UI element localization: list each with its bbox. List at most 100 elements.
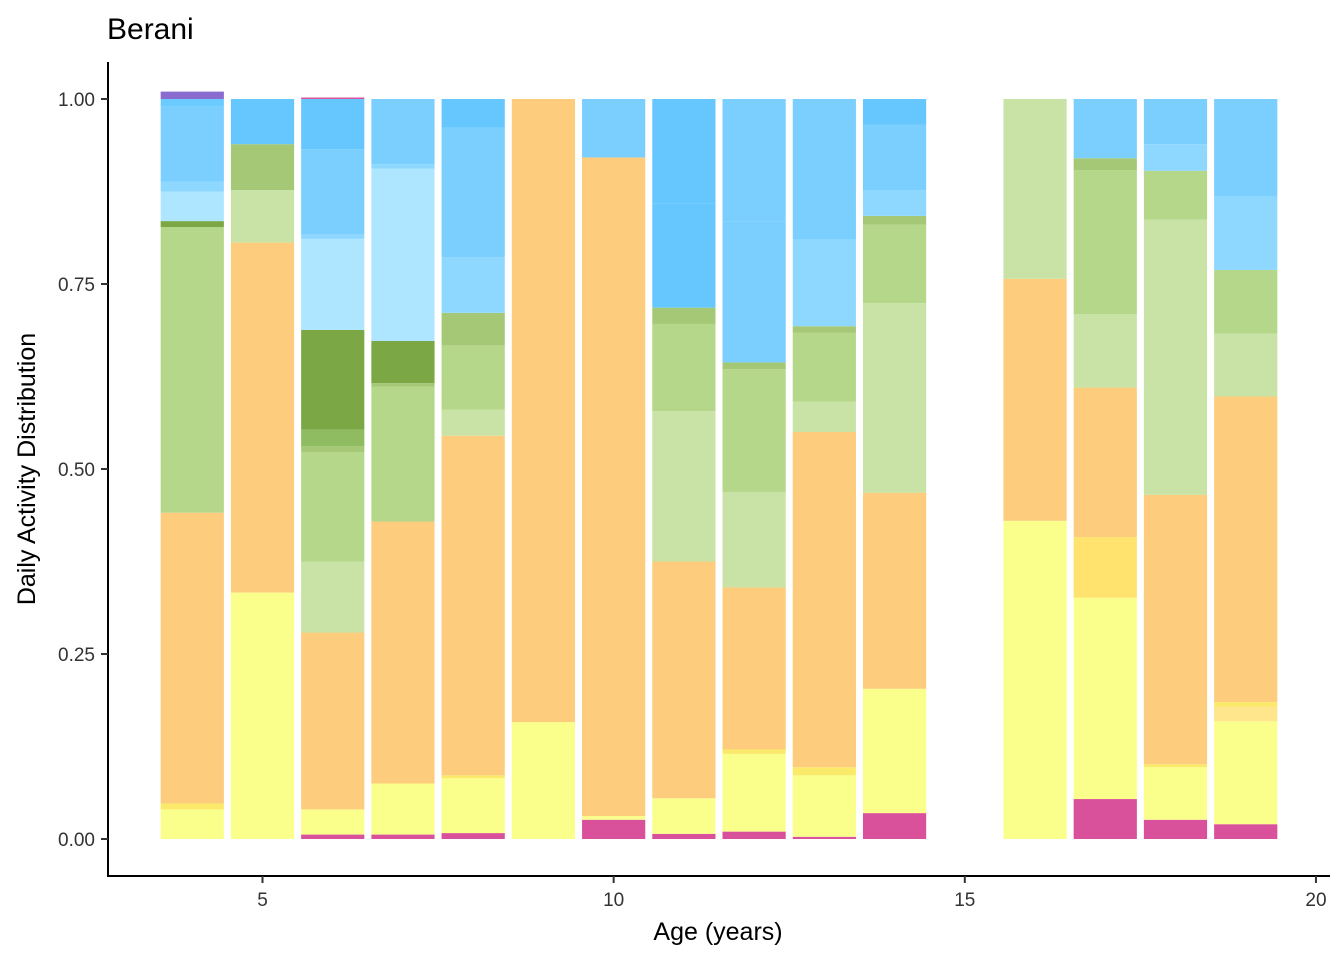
bar-segment — [511, 99, 576, 723]
bar-segment — [160, 191, 224, 222]
bar-segment — [160, 106, 224, 182]
x-ticks-layer: 5 10 15 20 — [257, 876, 1327, 911]
bar-segment — [862, 224, 927, 304]
bar-segment — [652, 99, 716, 204]
bar-segment — [792, 767, 856, 776]
bar-segment — [301, 451, 365, 562]
bar-segment — [862, 492, 927, 689]
bar-segment — [722, 491, 786, 588]
bar-segment — [1214, 333, 1278, 397]
bar-segment — [371, 383, 435, 387]
bar-segment — [1073, 799, 1137, 839]
bar-segment — [511, 722, 576, 839]
bar-segment — [371, 834, 435, 839]
bar-segment — [301, 446, 365, 452]
bar-segment — [652, 323, 716, 412]
bar-segment — [652, 203, 716, 308]
bar-segment — [722, 99, 786, 222]
bar-segment — [371, 386, 435, 522]
bar-segment — [722, 749, 786, 754]
bar-segment — [371, 521, 435, 784]
bar-age-18 — [1143, 99, 1208, 839]
bar-segment — [1073, 158, 1137, 171]
bar-segment — [301, 809, 365, 835]
bar-segment — [1073, 99, 1137, 159]
bar-segment — [792, 836, 856, 839]
bar-segment — [1143, 99, 1208, 145]
bar-segment — [371, 164, 435, 169]
bar-age-4 — [160, 91, 224, 839]
bar-segment — [230, 242, 295, 593]
bar-segment — [652, 561, 716, 799]
bar-segment — [1143, 219, 1208, 495]
x-tick-label: 5 — [257, 890, 268, 911]
bar-age-10 — [582, 99, 646, 839]
bar-segment — [230, 144, 295, 191]
bar-segment — [160, 221, 224, 228]
bar-segment — [722, 362, 786, 370]
bar-segment — [301, 429, 365, 447]
bar-segment — [722, 221, 786, 363]
x-tick-label: 20 — [1305, 890, 1326, 911]
bar-segment — [301, 238, 365, 330]
bar-segment — [1143, 494, 1208, 765]
bar-segment — [301, 234, 365, 239]
bar-segment — [722, 753, 786, 832]
bar-segment — [160, 181, 224, 192]
bar-segment — [652, 798, 716, 834]
y-tick-label: 0.75 — [58, 275, 95, 296]
bar-age-17 — [1073, 99, 1137, 839]
bar-segment — [371, 168, 435, 341]
bar-age-14 — [862, 99, 927, 839]
bar-segment — [652, 833, 716, 839]
bar-segment — [1073, 537, 1137, 598]
bar-segment — [301, 149, 365, 235]
bar-segment — [582, 99, 646, 158]
bar-segment — [1073, 597, 1137, 800]
bar-segment — [230, 592, 295, 839]
bar-segment — [441, 435, 505, 776]
bar-segment — [1143, 819, 1208, 839]
bar-segment — [441, 99, 505, 128]
bar-segment — [301, 99, 365, 150]
bar-age-7 — [371, 99, 435, 839]
bar-age-6 — [301, 97, 365, 839]
bar-segment — [1143, 764, 1208, 768]
bar-age-8 — [441, 99, 505, 839]
bar-age-12 — [722, 99, 786, 839]
y-tick-label: 0.00 — [58, 830, 95, 851]
x-axis-title: Age (years) — [653, 918, 782, 946]
bar-segment — [371, 340, 435, 384]
bar-segment — [371, 99, 435, 165]
bar-segment — [160, 512, 224, 804]
bar-segment — [792, 332, 856, 402]
bar-age-16 — [1003, 99, 1067, 839]
bar-segment — [862, 688, 927, 814]
bar-age-13 — [792, 99, 856, 839]
bar-segment — [1143, 170, 1208, 220]
y-ticks-layer: 0.00 0.25 0.50 0.75 1.00 — [58, 90, 108, 851]
x-tick-label: 10 — [603, 890, 624, 911]
y-tick-label: 1.00 — [58, 90, 95, 111]
bar-segment — [441, 257, 505, 313]
bar-segment — [160, 227, 224, 513]
bar-segment — [1214, 824, 1278, 839]
bar-segment — [862, 215, 927, 225]
bar-segment — [582, 157, 646, 817]
bar-segment — [441, 312, 505, 346]
bar-age-19 — [1214, 99, 1278, 839]
bar-segment — [582, 816, 646, 820]
bar-segment — [1214, 99, 1278, 197]
bar-segment — [652, 307, 716, 324]
bar-segment — [582, 819, 646, 839]
bar-segment — [1003, 99, 1067, 279]
bar-segment — [862, 813, 927, 839]
bar-segment — [722, 831, 786, 839]
bar-segment — [301, 834, 365, 839]
bar-segment — [441, 833, 505, 839]
bar-segment — [441, 345, 505, 410]
bar-segment — [792, 775, 856, 837]
bar-age-9 — [511, 99, 576, 839]
bar-segment — [1073, 314, 1137, 388]
